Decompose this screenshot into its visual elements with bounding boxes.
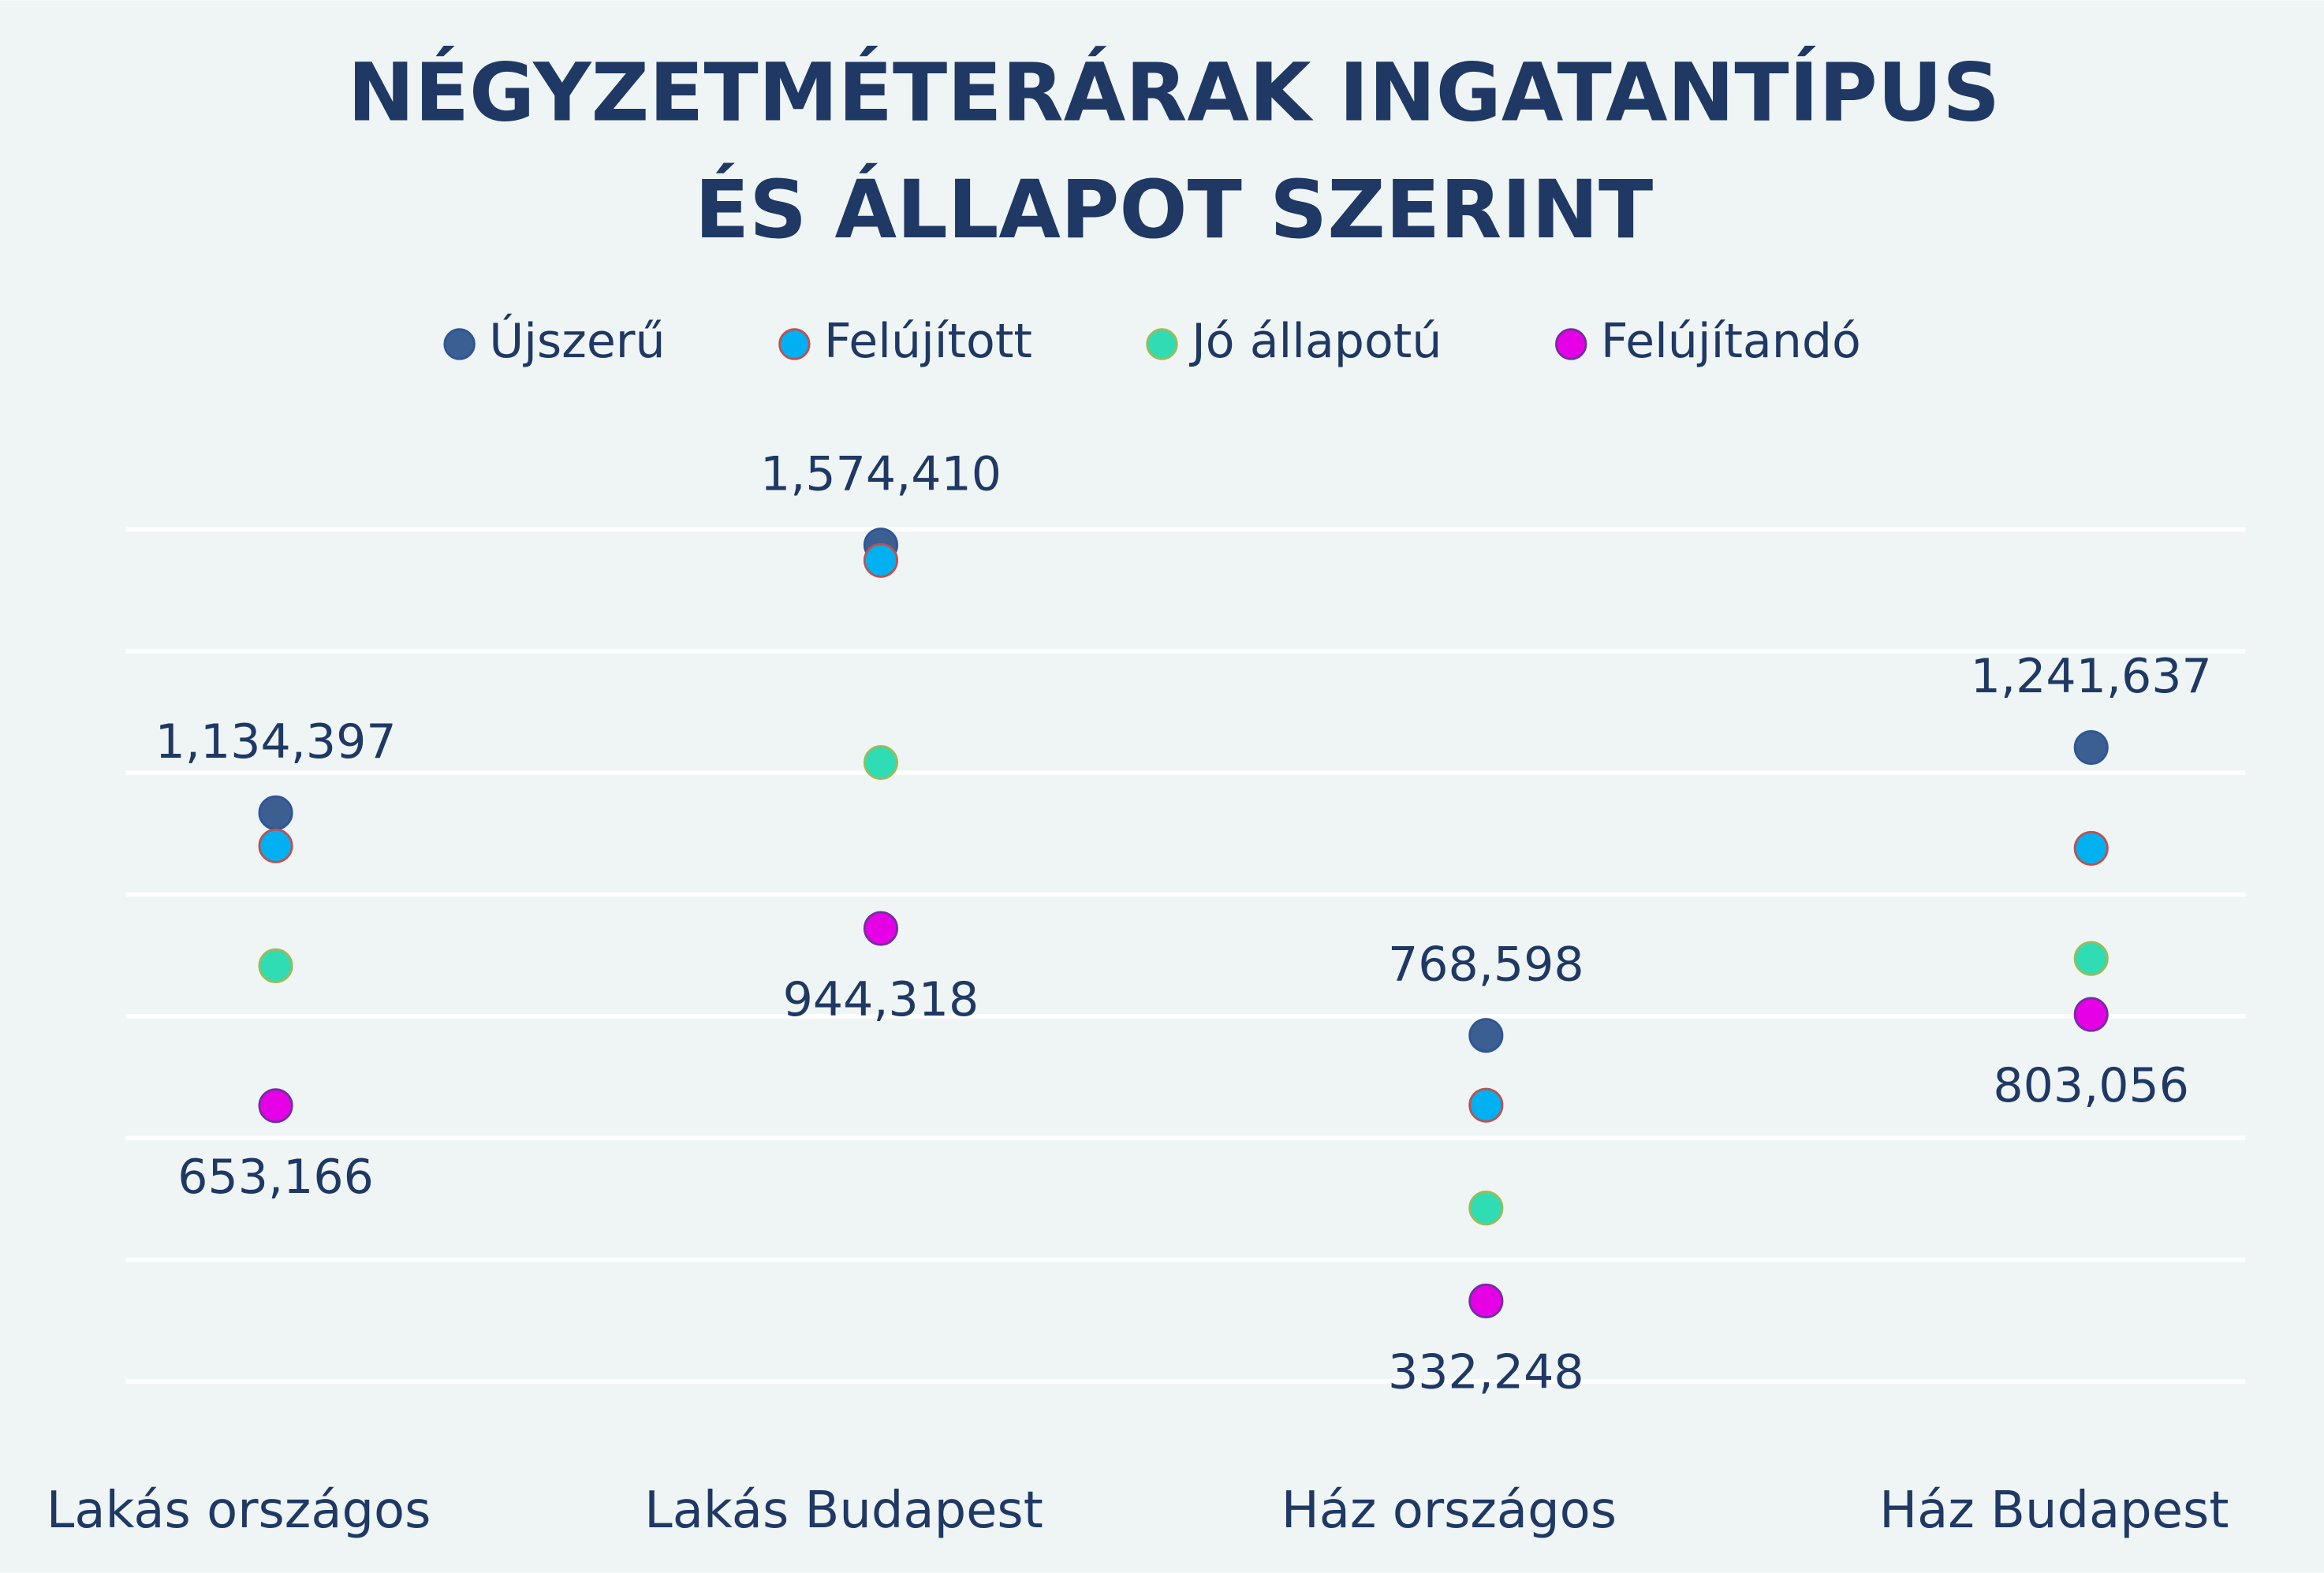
dot	[1468, 1191, 1504, 1226]
data-label: 768,598	[1388, 937, 1584, 992]
dot	[258, 795, 293, 830]
x-tick-label: Ház országos	[1281, 1482, 1617, 1540]
dot	[2073, 941, 2109, 976]
legend-label: Újszerű	[489, 313, 665, 369]
x-tick-label: Lakás országos	[47, 1482, 431, 1540]
dot	[258, 948, 293, 983]
legend-marker	[1146, 328, 1178, 360]
chart-title: ÉS ÁLLAPOT SZERINT	[695, 162, 1653, 256]
legend-label: Felújított	[824, 314, 1032, 369]
data-label: 332,248	[1388, 1345, 1584, 1400]
legend-label: Jó állapotú	[1188, 314, 1442, 369]
data-label: 1,241,637	[1971, 649, 2212, 704]
chart-title: NÉGYZETMÉTERÁRAK INGATANTÍPUS	[348, 45, 2001, 139]
dot	[258, 828, 293, 863]
dot	[2073, 997, 2109, 1032]
legend-label: Felújítandó	[1601, 314, 1861, 369]
dot	[258, 1088, 293, 1124]
dot	[863, 744, 899, 781]
data-label: 1,574,410	[760, 446, 1002, 501]
dot	[863, 542, 899, 578]
data-label: 1,134,397	[155, 714, 397, 770]
data-label: 944,318	[783, 972, 979, 1027]
dot	[2073, 729, 2109, 766]
data-label: 653,166	[177, 1150, 374, 1205]
dot	[1468, 1087, 1504, 1123]
x-tick-label: Lakás Budapest	[644, 1482, 1043, 1540]
x-tick-label: Ház Budapest	[1879, 1482, 2229, 1540]
dot	[1468, 1018, 1504, 1053]
legend-marker	[443, 328, 476, 360]
dot	[1468, 1283, 1504, 1319]
legend-marker	[778, 328, 811, 360]
dot	[2073, 830, 2109, 866]
dot	[863, 911, 899, 946]
data-label: 803,056	[1993, 1058, 2189, 1113]
legend-marker	[1555, 328, 1587, 360]
